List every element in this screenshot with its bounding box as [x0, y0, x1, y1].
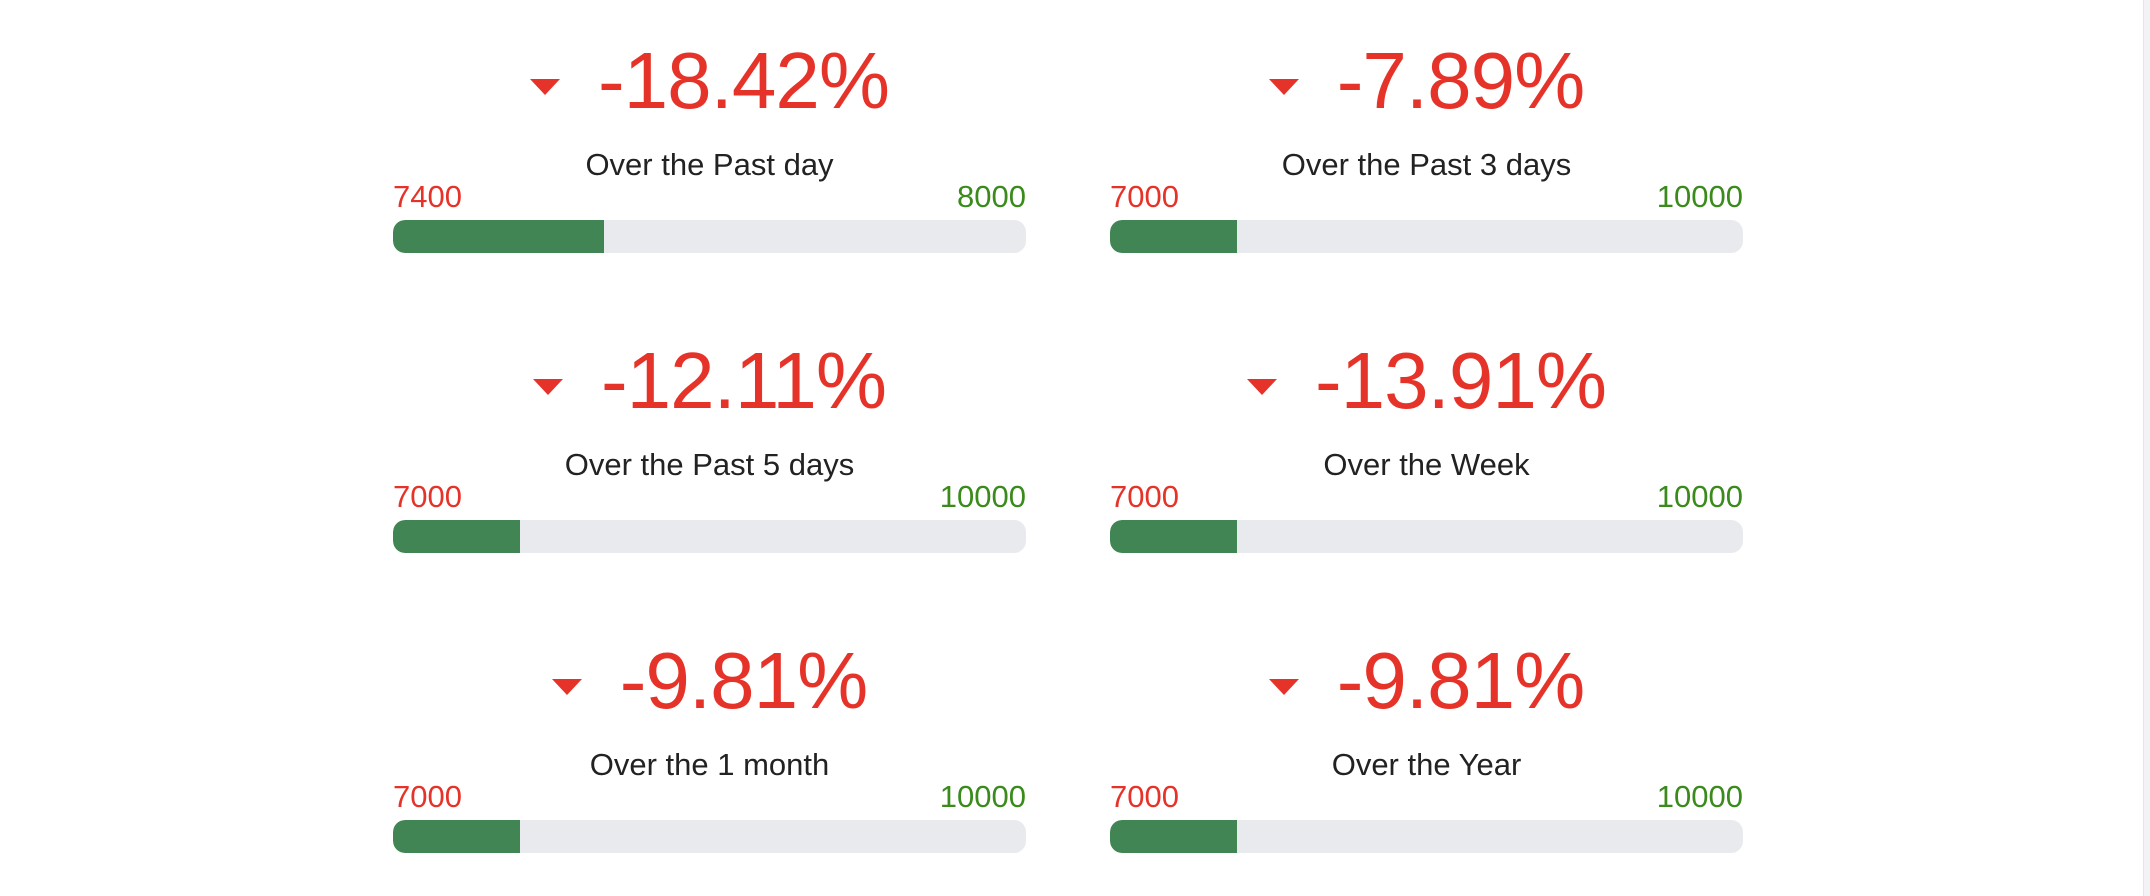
range-min-label: 7000 [1110, 779, 1179, 814]
range-min-label: 7000 [1110, 479, 1179, 514]
period-label: Over the Past day [585, 147, 834, 182]
caret-down-icon [1268, 79, 1299, 95]
range-progress-track [1110, 820, 1743, 853]
stat-card-past-3-days: -7.89% Over the Past 3 days 7000 10000 [1110, 0, 1743, 253]
stat-card-year: -9.81% Over the Year 7000 10000 [1110, 600, 1743, 853]
change-row: -9.81% [393, 636, 1026, 726]
change-percent: -7.89% [1336, 36, 1585, 125]
range-max-label: 10000 [939, 779, 1026, 814]
range-progress-fill [393, 220, 604, 253]
range-min-label: 7000 [1110, 179, 1179, 214]
range-progress-track [1110, 220, 1743, 253]
period-label: Over the Past 3 days [1281, 147, 1572, 182]
range-min-label: 7000 [393, 479, 462, 514]
change-row: -7.89% [1110, 36, 1743, 126]
change-row: -9.81% [1110, 636, 1743, 726]
caret-down-icon [1247, 379, 1278, 395]
caret-down-icon [551, 679, 582, 695]
range-progress-fill [393, 820, 520, 853]
range-progress-track [393, 220, 1026, 253]
range-progress-fill [1110, 520, 1237, 553]
stat-card-past-day: -18.42% Over the Past day 7400 8000 [393, 0, 1026, 253]
range-progress-track [393, 820, 1026, 853]
period-label: Over the Week [1323, 447, 1530, 482]
change-row: -12.11% [393, 336, 1026, 426]
change-percent: -12.11% [600, 336, 887, 425]
caret-down-icon [1268, 679, 1299, 695]
change-percent: -9.81% [1336, 636, 1585, 725]
range-progress-track [393, 520, 1026, 553]
range-progress-fill [1110, 220, 1237, 253]
caret-down-icon [532, 379, 563, 395]
range-max-label: 10000 [1656, 179, 1743, 214]
range-min-label: 7400 [393, 179, 462, 214]
caret-down-icon [530, 79, 561, 95]
scrollbar-track[interactable] [2143, 0, 2150, 896]
range-progress-track [1110, 520, 1743, 553]
range-progress-fill [393, 520, 520, 553]
change-row: -13.91% [1110, 336, 1743, 426]
period-label: Over the Past 5 days [564, 447, 855, 482]
range-max-label: 8000 [957, 179, 1026, 214]
change-row: -18.42% [393, 36, 1026, 126]
stat-card-1-month: -9.81% Over the 1 month 7000 10000 [393, 600, 1026, 853]
change-percent: -13.91% [1315, 336, 1607, 425]
stat-card-past-5-days: -12.11% Over the Past 5 days 7000 10000 [393, 300, 1026, 553]
change-percent: -18.42% [598, 36, 890, 125]
range-progress-fill [1110, 820, 1237, 853]
period-label: Over the Year [1331, 747, 1522, 782]
period-label: Over the 1 month [589, 747, 830, 782]
range-max-label: 10000 [1656, 479, 1743, 514]
change-percent: -9.81% [619, 636, 868, 725]
range-min-label: 7000 [393, 779, 462, 814]
stat-card-week: -13.91% Over the Week 7000 10000 [1110, 300, 1743, 553]
range-max-label: 10000 [939, 479, 1026, 514]
range-max-label: 10000 [1656, 779, 1743, 814]
